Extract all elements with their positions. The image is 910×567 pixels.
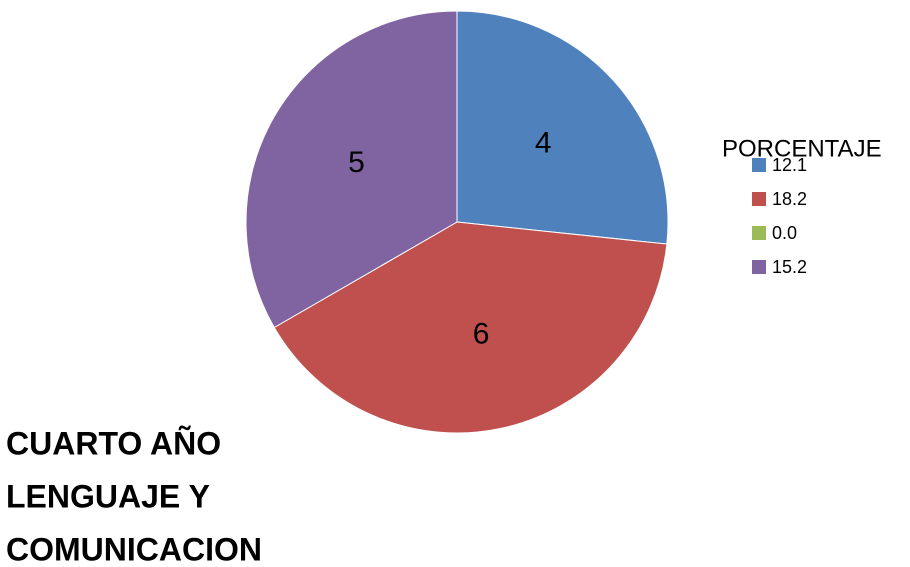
title-line: COMUNICACION	[6, 531, 262, 567]
legend-label: 12.1	[772, 155, 807, 175]
legend-label: 18.2	[772, 189, 807, 209]
legend-swatch	[752, 192, 766, 206]
pie-slice	[456, 10, 669, 245]
slice-label: 5	[348, 146, 365, 179]
title-line: LENGUAJE Y	[6, 478, 210, 514]
legend-swatch	[752, 158, 766, 172]
legend-title: PORCENTAJE	[722, 135, 882, 162]
legend-swatch	[752, 260, 766, 274]
slice-label: 6	[473, 317, 490, 350]
pie-slice	[273, 221, 668, 434]
title-line: CUARTO AÑO	[6, 425, 221, 461]
legend-label: 0.0	[772, 223, 797, 243]
legend-label: 15.2	[772, 257, 807, 277]
slice-label: 4	[535, 126, 552, 159]
pie-slice	[245, 10, 458, 329]
legend-swatch	[752, 226, 766, 240]
